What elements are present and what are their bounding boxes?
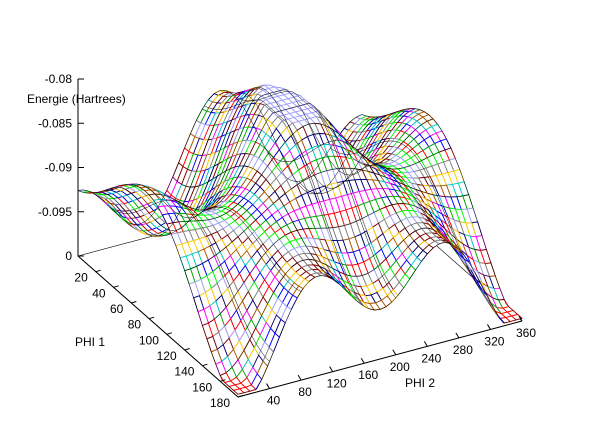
z-tick-label: -0.095	[38, 205, 72, 219]
y-tick	[487, 324, 491, 330]
mesh-line-phi2	[77, 184, 239, 395]
x-tick	[184, 348, 190, 351]
x-tick	[237, 395, 244, 398]
mesh-line-phi2	[361, 108, 523, 319]
y-tick	[392, 349, 397, 356]
mesh-line-phi2	[140, 206, 302, 292]
y-tick	[518, 315, 523, 322]
x-tick	[166, 332, 173, 335]
y-tick-label: 240	[421, 351, 441, 365]
y-tick-label: 160	[358, 368, 378, 382]
y-tick	[455, 332, 460, 339]
mesh-line-phi1	[77, 90, 363, 225]
y-tick	[329, 366, 334, 372]
y-tick	[360, 357, 365, 364]
x-tick	[220, 379, 226, 382]
mesh-line-phi1	[113, 87, 398, 232]
energy-surface	[77, 84, 523, 395]
mesh-line-phi1	[149, 102, 434, 211]
axis-ticks: -0.08-0.085-0.09-0.095020406080100120140…	[38, 72, 536, 410]
mesh-line-phi1	[95, 92, 380, 237]
x-tick-label: 60	[110, 302, 124, 316]
y-tick-label: 280	[453, 343, 473, 357]
x-axis-line	[77, 255, 239, 398]
mesh-line-phi2	[172, 165, 333, 280]
mesh-line-phi1	[220, 227, 505, 376]
y-tick-label: 320	[484, 334, 504, 348]
y-tick-label: 200	[390, 360, 410, 374]
z-tick-label: 0	[65, 249, 72, 263]
x-axis-label: PHI 1	[75, 335, 105, 349]
y-tick-label: 40	[267, 394, 281, 408]
x-tick-label: 120	[157, 349, 177, 363]
x-tick-label: 180	[210, 396, 230, 410]
z-tick-label: -0.085	[38, 116, 72, 130]
mesh-line-phi1	[237, 242, 523, 395]
x-tick-label: 100	[139, 333, 159, 347]
mesh-line-phi2	[267, 140, 428, 255]
y-tick-label: 120	[327, 377, 347, 391]
mesh-line-phi1	[166, 123, 451, 225]
x-tick-label: 80	[128, 318, 142, 332]
mesh-line-phi1	[202, 203, 487, 326]
y-tick-label: 80	[298, 385, 312, 399]
mesh-line-phi2	[298, 164, 460, 250]
z-tick-label: -0.08	[45, 72, 73, 86]
x-tick-label: 140	[174, 365, 194, 379]
x-tick	[148, 316, 155, 320]
x-tick-label: 40	[92, 286, 106, 300]
mesh-line-phi1	[184, 167, 469, 271]
z-tick-label: -0.09	[45, 161, 73, 175]
y-tick	[297, 374, 302, 381]
mesh-line-phi2	[330, 140, 491, 303]
x-tick	[95, 269, 101, 273]
y-tick	[266, 383, 270, 389]
x-tick-label: 20	[74, 271, 88, 285]
z-axis-label: Energie (Hartrees)	[27, 92, 126, 106]
y-tick-label: 360	[516, 326, 536, 340]
x-tick	[113, 285, 119, 288]
x-tick	[202, 363, 208, 367]
y-tick	[423, 341, 428, 347]
x-tick-label: 160	[192, 380, 212, 394]
mesh-line-phi2	[235, 91, 396, 299]
x-tick	[131, 301, 137, 304]
mesh-line-phi2	[204, 99, 365, 307]
y-axis-line	[237, 320, 523, 398]
y-axis-label: PHI 2	[405, 376, 435, 390]
mesh-line-phi2	[109, 199, 270, 362]
